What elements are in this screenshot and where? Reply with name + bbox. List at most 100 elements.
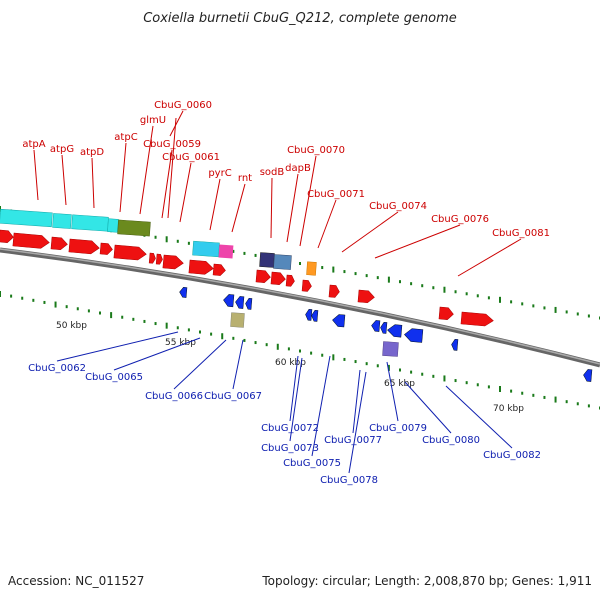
tick-mark: [576, 402, 579, 406]
reverse-label-leader: [289, 355, 299, 422]
tick-mark: [76, 307, 79, 311]
cog-box: [306, 261, 317, 276]
forward-gene-arrow: [162, 254, 184, 270]
forward-label-leader: [374, 224, 461, 259]
reverse-label-leader: [56, 331, 179, 362]
tick-mark: [199, 330, 201, 334]
tick-mark: [21, 296, 24, 300]
tick-mark: [465, 292, 468, 296]
tick-mark: [143, 319, 146, 323]
tick-mark: [232, 249, 235, 253]
tick-mark: [121, 315, 124, 319]
tick-mark: [354, 360, 357, 364]
tick-mark: [221, 333, 224, 340]
tick-mark: [387, 364, 390, 371]
reverse-gene-label: CbuG_0078: [320, 475, 378, 486]
tick-mark: [54, 301, 57, 308]
reverse-gene-label: CbuG_0079: [369, 423, 427, 434]
tick-mark: [421, 284, 424, 288]
forward-gene-arrow: [460, 311, 494, 327]
tick-mark: [376, 364, 379, 368]
tick-mark: [443, 375, 446, 382]
tick-mark: [410, 282, 413, 286]
tick-mark: [132, 317, 135, 321]
tick-mark: [343, 270, 346, 274]
forward-gene-label: sodB: [260, 167, 285, 178]
tick-mark: [376, 276, 379, 280]
kbp-labels: 50 kbp 55 kbp 60 kbp 65 kbp 70 kbp: [56, 321, 524, 414]
tick-mark: [187, 328, 190, 332]
reverse-gene-label: CbuG_0075: [283, 458, 341, 469]
forward-gene-label: CbuG_0059: [143, 139, 201, 150]
kbp-label: 50 kbp: [56, 321, 87, 331]
tick-mark: [499, 296, 501, 303]
tick-mark: [243, 338, 246, 342]
tick-mark: [543, 395, 546, 399]
forward-label-leader: [179, 162, 192, 223]
tick-mark: [399, 368, 401, 372]
cog-box: [52, 213, 72, 229]
forward-gene-arrow: [0, 229, 14, 243]
forward-label-leader: [317, 199, 337, 249]
forward-gene-label: CbuG_0070: [287, 145, 345, 156]
tick-mark: [476, 383, 479, 387]
reverse-label-leader: [445, 385, 513, 449]
tick-mark: [232, 336, 235, 340]
accession-text: Accession: NC_011527: [8, 574, 144, 588]
tick-mark: [410, 370, 413, 374]
forward-gene-arrow: [285, 274, 295, 287]
tick-mark: [521, 391, 524, 395]
reverse-gene-arrow: [223, 294, 235, 308]
reverse-gene-label: CbuG_0067: [204, 391, 262, 402]
tick-mark: [43, 300, 46, 304]
forward-gene-arrow: [12, 232, 50, 249]
tick-mark: [287, 347, 290, 351]
tick-mark: [587, 404, 590, 408]
tick-mark: [187, 241, 190, 245]
forward-label-leader: [286, 173, 299, 243]
tick-mark: [365, 362, 368, 366]
forward-label-leader: [161, 149, 173, 219]
forward-gene-label: atpA: [22, 139, 45, 150]
reverse-gene-label: CbuG_0077: [324, 435, 382, 446]
forward-label-leader: [231, 183, 246, 233]
forward-gene-label: atpD: [80, 147, 104, 158]
tick-mark: [487, 385, 490, 389]
tick-mark: [354, 272, 357, 276]
tick-mark: [532, 304, 535, 308]
tick-mark: [421, 372, 424, 376]
tick-mark: [543, 306, 546, 310]
reverse-label-leader: [289, 357, 303, 442]
tick-mark: [476, 294, 479, 298]
reverse-genes: [179, 287, 593, 382]
tick-mark: [365, 274, 368, 278]
tick-mark: [343, 357, 346, 361]
forward-label-leader: [91, 157, 95, 209]
forward-gene-arrow: [68, 238, 100, 255]
cog-box: [230, 312, 245, 328]
reverse-gene-arrow: [245, 297, 253, 310]
forward-label-leader: [167, 117, 177, 219]
cog-box: [382, 341, 399, 357]
forward-gene-label: CbuG_0071: [307, 189, 365, 200]
tick-mark: [332, 354, 335, 361]
forward-label-leader: [169, 110, 184, 137]
tick-mark: [165, 322, 168, 329]
tick-mark: [387, 276, 390, 283]
tick-mark: [0, 291, 1, 297]
forward-gene-label: CbuG_0076: [431, 214, 489, 225]
tick-mark: [465, 381, 468, 385]
tick-mark: [399, 280, 401, 284]
tick-mark: [154, 235, 157, 239]
tick-mark: [65, 305, 68, 309]
reverse-label-leader: [386, 361, 399, 422]
tick-mark: [554, 396, 557, 403]
forward-gene-label: atpC: [114, 132, 137, 143]
tick-mark: [432, 286, 435, 290]
forward-gene-arrow: [188, 259, 214, 275]
forward-label-leader: [299, 155, 317, 247]
forward-gene-label: atpG: [50, 144, 74, 155]
